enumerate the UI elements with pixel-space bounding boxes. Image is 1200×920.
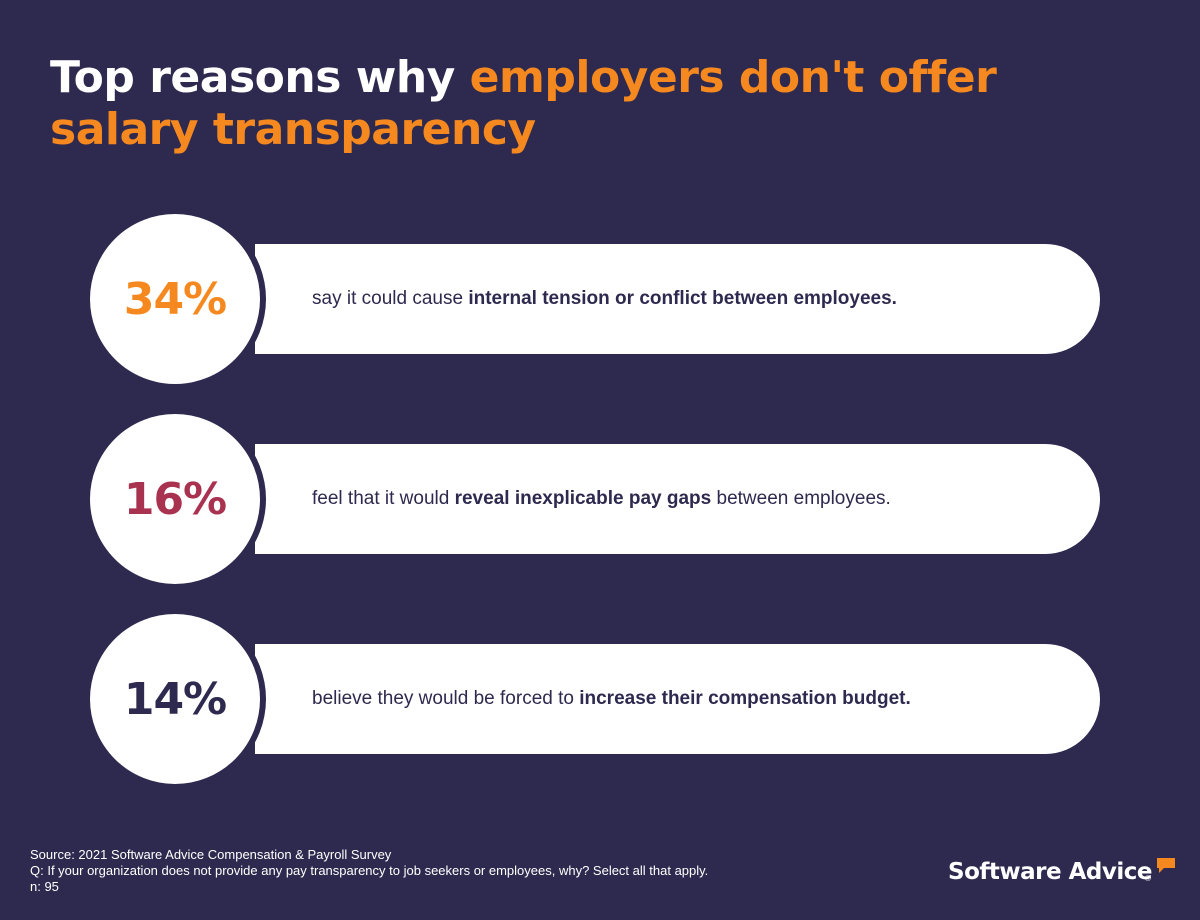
stat-percent: 16%	[123, 473, 227, 525]
stat-text-bold: increase their compensation budget.	[579, 688, 911, 709]
sample-size: n: 95	[30, 879, 59, 894]
stat-text-bold: reveal inexplicable pay gaps	[454, 488, 712, 509]
stat-pill: believe they would be forced to increase…	[255, 644, 1100, 754]
stat-circle: 16%	[84, 408, 266, 590]
logo-text: Software Advice	[948, 859, 1152, 885]
stat-description: say it could cause internal tension or c…	[312, 244, 1060, 354]
stat-row: feel that it would reveal inexplicable p…	[84, 408, 1100, 590]
stat-description: feel that it would reveal inexplicable p…	[312, 444, 1060, 554]
speech-bubble-icon	[1155, 857, 1177, 882]
source-footnote: Source: 2021 Software Advice Compensatio…	[30, 847, 708, 895]
stat-percent: 34%	[123, 273, 227, 325]
stat-description: believe they would be forced to increase…	[312, 644, 1060, 754]
stat-pill: feel that it would reveal inexplicable p…	[255, 444, 1100, 554]
source-line: Source: 2021 Software Advice Compensatio…	[30, 847, 392, 862]
stat-circle: 14%	[84, 608, 266, 790]
question-line: Q: If your organization does not provide…	[30, 863, 709, 878]
stat-row: say it could cause internal tension or c…	[84, 208, 1100, 390]
stat-text-before: believe they would be forced to	[312, 688, 580, 709]
page-title: Top reasons why employers don't offer sa…	[50, 52, 1050, 156]
stat-percent: 14%	[123, 673, 227, 725]
stat-text-before: say it could cause	[312, 288, 469, 309]
stat-circle: 34%	[84, 208, 266, 390]
registered-mark: ®	[1145, 874, 1151, 883]
stat-text-before: feel that it would	[312, 488, 455, 509]
stat-pill: say it could cause internal tension or c…	[255, 244, 1100, 354]
stat-text-after: between employees.	[711, 488, 891, 509]
stat-row: believe they would be forced to increase…	[84, 608, 1100, 790]
software-advice-logo: Software Advice	[948, 855, 1177, 891]
title-part-1: Top reasons why	[50, 52, 470, 103]
title-part-2: employers don't offer salary transparenc…	[50, 52, 997, 155]
stat-text-bold: internal tension or conflict between emp…	[468, 288, 897, 309]
